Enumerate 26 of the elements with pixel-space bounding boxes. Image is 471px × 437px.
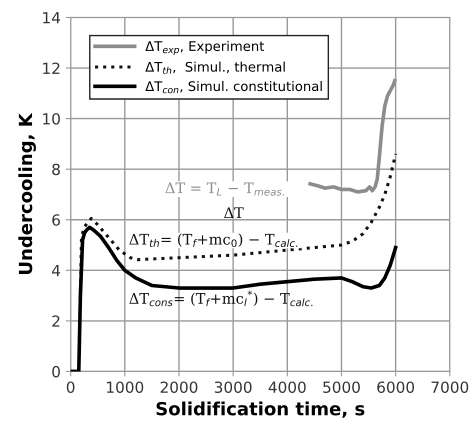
- annotation: ΔT: [224, 207, 244, 218]
- legend-label: ΔT$_{con}$, Simul. constitutional: [145, 80, 322, 94]
- x-axis-title: Solidification time, s: [156, 402, 364, 418]
- y-tick-label: 4: [52, 264, 60, 276]
- x-tick-label: 6000: [377, 381, 414, 393]
- annotation: ΔT = T$_{L}$ − T$_{meas.}$: [165, 182, 284, 196]
- legend-label: ΔT$_{th}$, Simul., thermal: [145, 62, 285, 74]
- annotation: ΔT$_{th}$= (T$_{f}$+mc$_{0}$) − T$_{calc.}$: [129, 233, 298, 248]
- x-tick-label: 4000: [268, 381, 306, 393]
- x-tick-label: 2000: [160, 381, 198, 393]
- y-axis-title: Undercooling, K: [18, 112, 36, 274]
- y-tick-label: 2: [52, 315, 60, 327]
- x-tick-label: 5000: [323, 381, 360, 393]
- y-tick-label: 14: [43, 12, 60, 24]
- y-tick-label: 8: [52, 164, 60, 176]
- legend-label: ΔT$_{exp}$, Experiment: [145, 40, 264, 55]
- x-tick-label: 0: [66, 381, 74, 393]
- x-tick-label: 3000: [214, 381, 252, 393]
- y-tick-label: 0: [52, 366, 60, 378]
- line-series: [70, 226, 398, 372]
- x-tick-label: 1000: [107, 381, 144, 393]
- text: ΔT$_{cons}$= (T$_{f}$+mc$_{l}$$^{*}$) − T$_{calc.}$: [129, 290, 312, 306]
- y-tick-label: 10: [43, 113, 60, 125]
- y-tick-label: 12: [43, 62, 60, 74]
- y-tick-label: 6: [52, 214, 60, 226]
- x-tick-label: 7000: [432, 381, 468, 393]
